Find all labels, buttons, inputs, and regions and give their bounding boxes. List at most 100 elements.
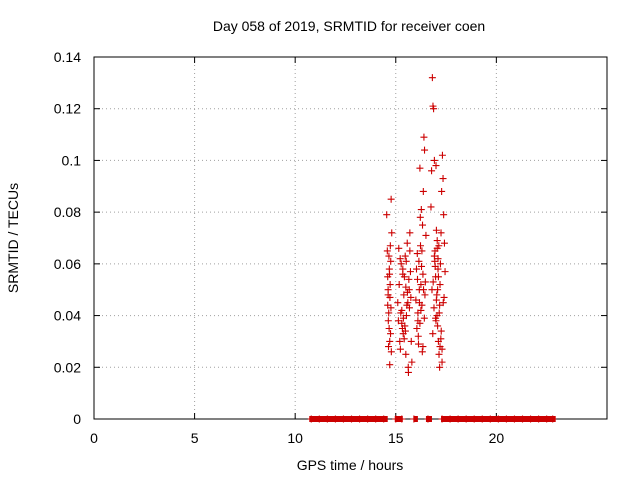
data-point (430, 156, 438, 164)
data-point (437, 327, 445, 335)
data-point (416, 319, 424, 327)
data-point (454, 415, 462, 423)
data-point (420, 133, 428, 141)
data-point (430, 105, 438, 113)
data-point (416, 299, 424, 307)
data-point (407, 337, 415, 345)
data-point (406, 247, 414, 255)
data-point (387, 257, 395, 265)
data-point (385, 343, 393, 351)
data-point (401, 252, 409, 260)
data-point (439, 175, 447, 183)
data-point (395, 244, 403, 252)
data-point (434, 265, 442, 273)
data-point (413, 250, 421, 258)
data-point (418, 247, 426, 255)
data-point (387, 304, 395, 312)
data-point (462, 415, 470, 423)
data-point (410, 415, 418, 423)
data-point (418, 348, 426, 356)
data-point (395, 281, 403, 289)
data-point (417, 242, 425, 250)
data-point (402, 350, 410, 358)
data-point (408, 358, 416, 366)
data-point (386, 293, 394, 301)
plot-frame (93, 56, 608, 420)
data-point (387, 330, 395, 338)
y-tick-label: 0.14 (54, 49, 81, 65)
y-tick-label: 0.1 (62, 152, 82, 168)
data-point (413, 275, 421, 283)
data-point (385, 309, 393, 317)
data-point (437, 335, 445, 343)
data-point (406, 229, 414, 237)
data-point (478, 415, 486, 423)
data-point (420, 314, 428, 322)
data-point (413, 325, 421, 332)
data-point (364, 415, 372, 423)
data-point (372, 415, 380, 423)
data-point (348, 415, 356, 423)
data-point (436, 363, 444, 371)
data-point (356, 415, 364, 423)
data-point (441, 268, 449, 276)
data-point (392, 415, 400, 423)
chart-title: Day 058 of 2019, SRMTID for receiver coe… (213, 18, 485, 34)
data-point (398, 319, 406, 327)
data-point (440, 293, 448, 301)
data-point (527, 415, 535, 423)
data-point (396, 337, 404, 345)
data-point (402, 257, 410, 265)
data-point (419, 343, 427, 351)
data-point (407, 293, 415, 301)
data-point (414, 332, 422, 340)
y-tick-label: 0 (73, 411, 81, 427)
data-point (421, 291, 429, 299)
data-point (429, 278, 437, 286)
data-point (396, 255, 404, 263)
data-point (470, 415, 478, 423)
data-point (386, 361, 394, 369)
data-point (323, 415, 331, 423)
data-point (434, 273, 442, 281)
data-point (406, 268, 414, 276)
data-point (434, 286, 442, 294)
data-point (421, 278, 429, 286)
data-point (383, 247, 391, 255)
data-point (384, 286, 392, 294)
data-point (399, 314, 407, 322)
data-point (386, 270, 394, 278)
data-point (307, 415, 315, 423)
data-point (421, 146, 429, 154)
data-point (424, 415, 432, 423)
data-point (502, 415, 510, 423)
data-point (414, 340, 422, 348)
data-point (419, 187, 427, 195)
y-tick-label: 0.06 (54, 256, 81, 272)
data-point (387, 348, 395, 356)
data-point (432, 314, 440, 322)
data-point (414, 309, 422, 317)
y-tick-label: 0.02 (54, 359, 81, 375)
data-point (400, 335, 408, 343)
data-point (387, 195, 395, 203)
x-tick-label: 0 (90, 430, 98, 446)
data-point (435, 309, 443, 317)
data-point (535, 415, 543, 423)
data-point (422, 231, 430, 239)
data-point (440, 211, 448, 219)
axis-ticks: 0 0.02 0.04 0.06 0.08 0.1 0.12 0.14 0 5 10 15 20 (54, 49, 607, 446)
data-point (433, 237, 441, 245)
data-point (386, 242, 394, 250)
y-tick-label: 0.08 (54, 204, 81, 220)
grid-lines (94, 57, 607, 419)
data-point (519, 415, 527, 423)
data-point (386, 337, 394, 345)
x-tick-label: 15 (388, 430, 404, 446)
data-point (437, 229, 445, 237)
data-point (428, 74, 436, 82)
data-point (435, 350, 443, 358)
y-tick-label: 0.12 (54, 101, 81, 117)
data-point (384, 317, 392, 325)
